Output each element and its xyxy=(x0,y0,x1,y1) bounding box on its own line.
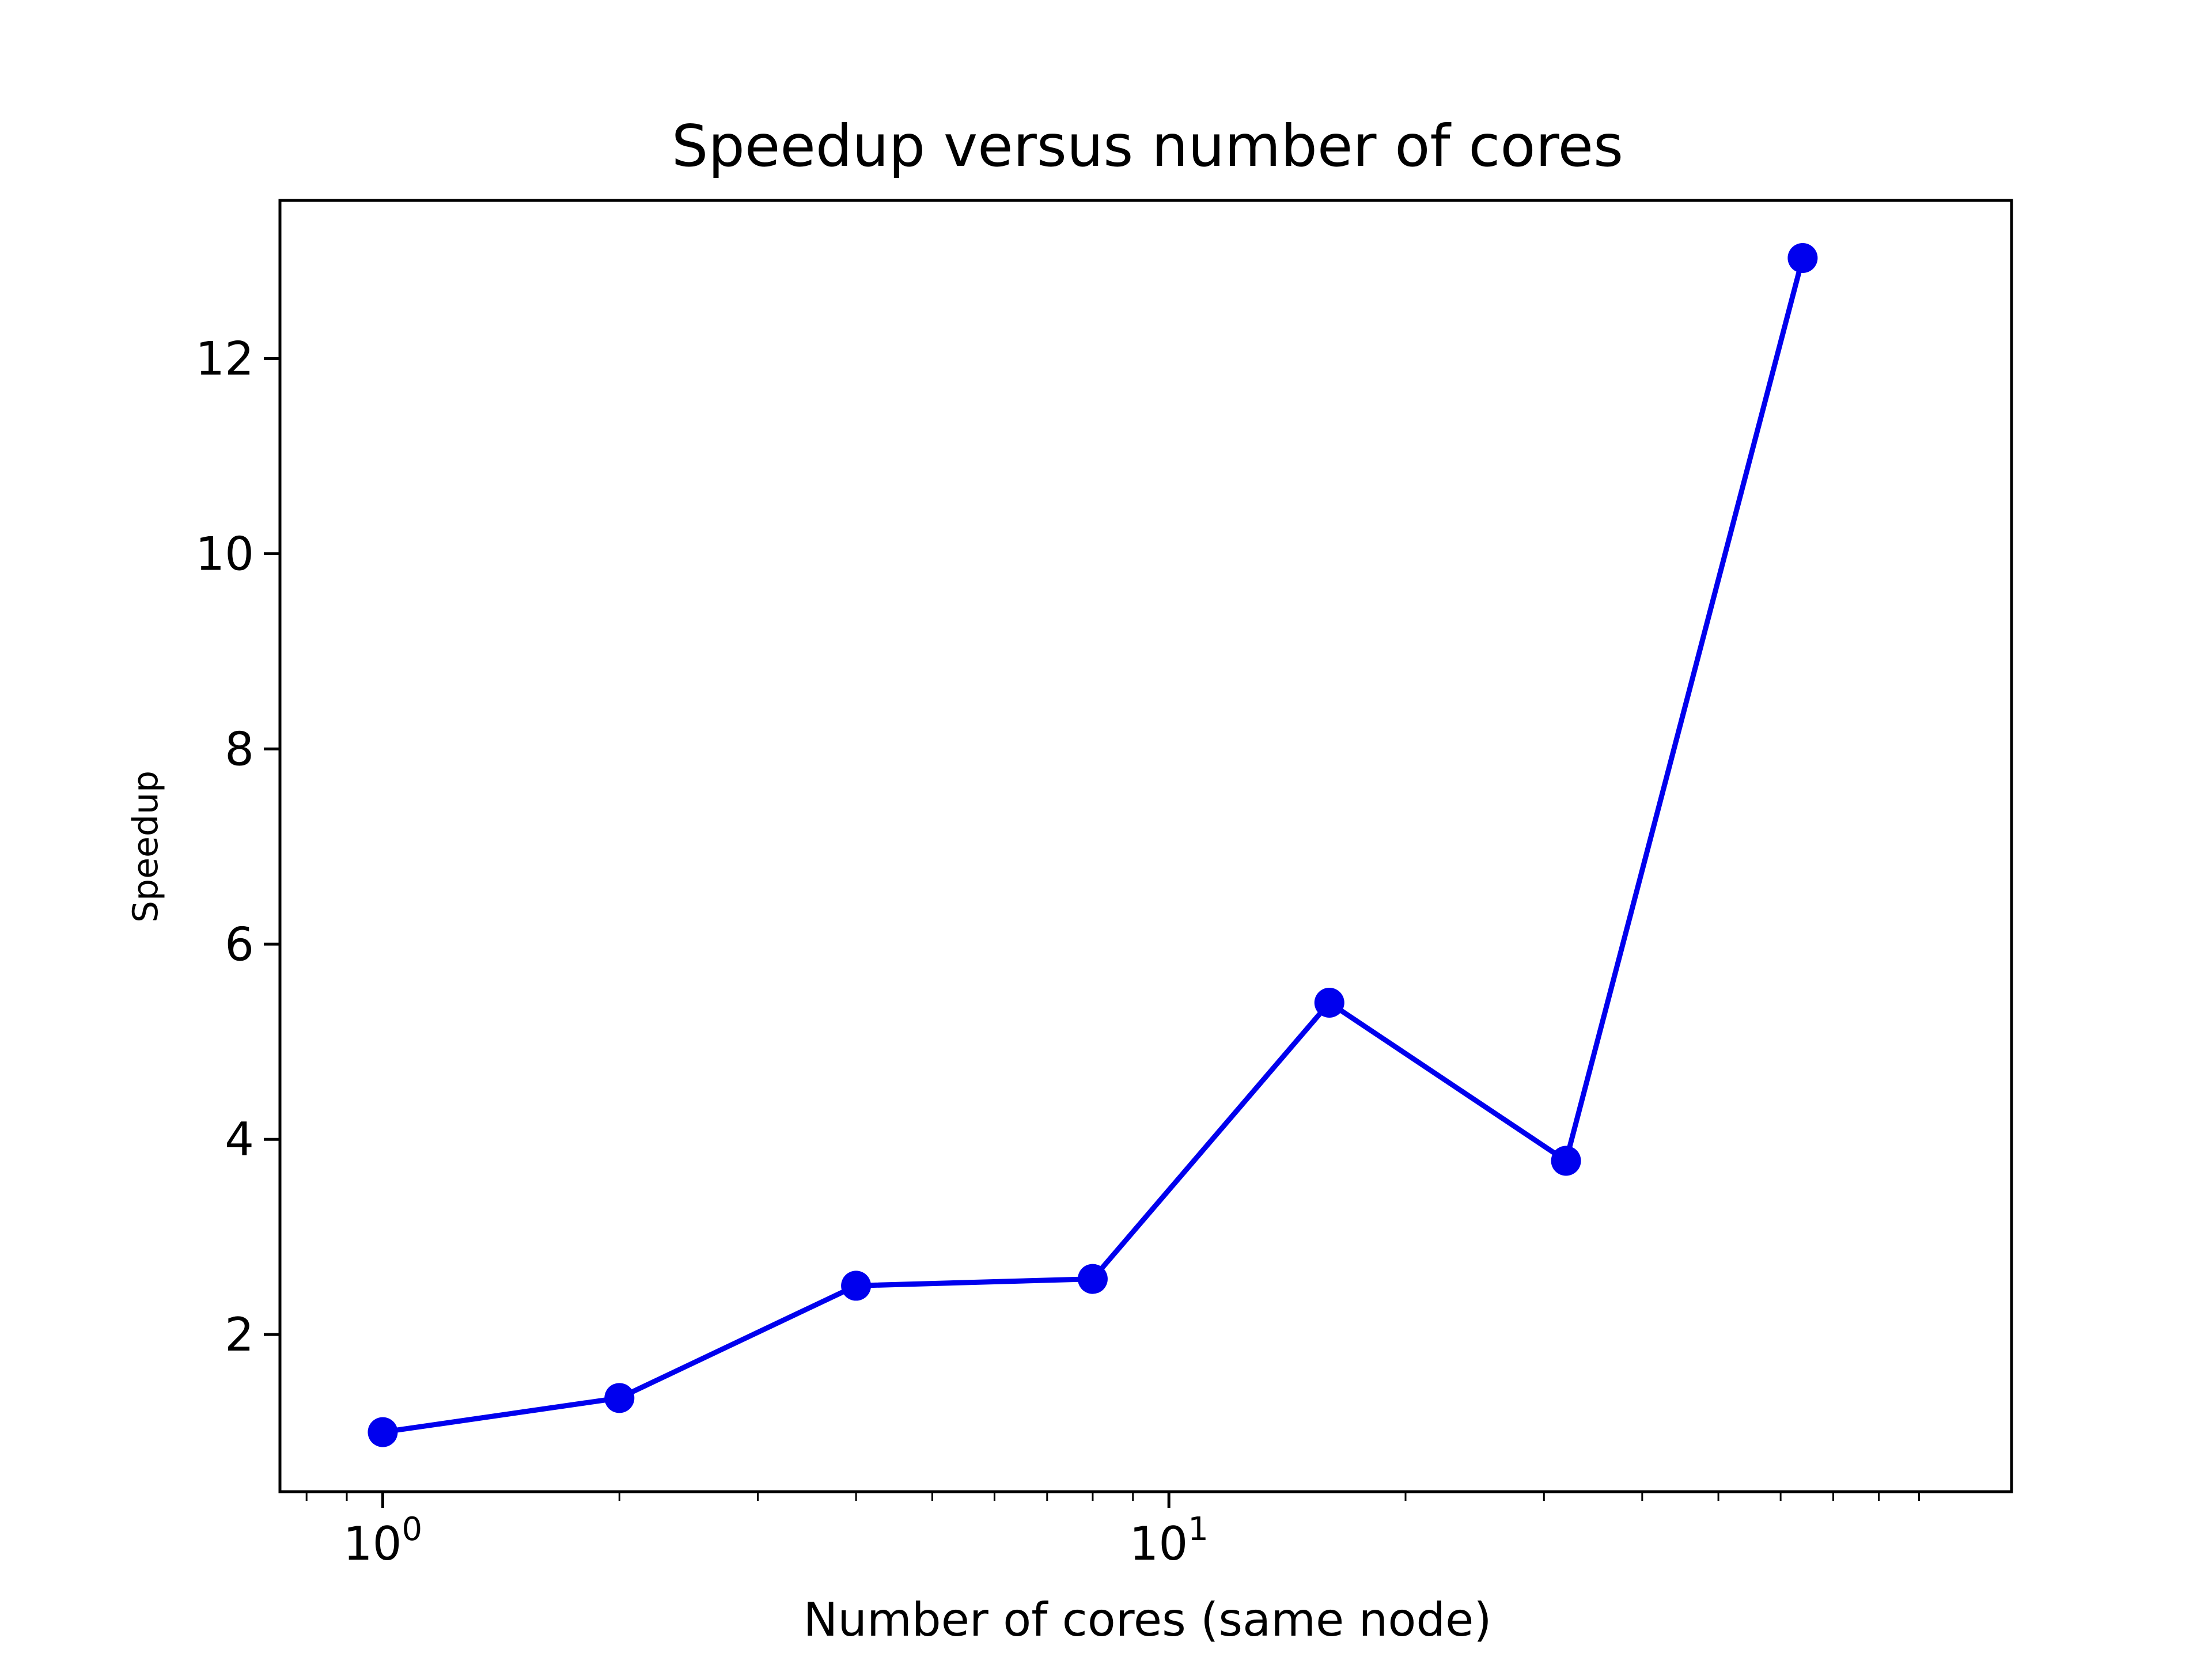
y-tick-label: 2 xyxy=(225,1308,254,1362)
data-point xyxy=(368,1417,398,1447)
data-point xyxy=(841,1271,872,1301)
y-tick-label: 6 xyxy=(225,917,254,971)
y-tick-label: 12 xyxy=(195,332,254,386)
data-point xyxy=(1787,242,1818,273)
x-tick-base: 10 xyxy=(343,1517,402,1571)
y-tick-label: 4 xyxy=(225,1113,254,1166)
data-point xyxy=(604,1383,635,1413)
axes-frame xyxy=(278,199,2013,1493)
x-axis-ticks: 100 101 xyxy=(305,1492,1920,1571)
y-axis-ticks: 2 4 6 8 10 12 xyxy=(195,332,280,1362)
x-tick-exponent: 1 xyxy=(1188,1511,1209,1548)
y-tick-label: 10 xyxy=(195,527,254,581)
x-tick-exponent: 0 xyxy=(402,1511,423,1548)
y-tick-label: 8 xyxy=(225,722,254,776)
data-point xyxy=(1551,1146,1581,1176)
data-point xyxy=(1314,987,1344,1018)
x-axis-label: Number of cores (same node) xyxy=(803,1593,1491,1647)
x-tick-base: 10 xyxy=(1129,1517,1188,1571)
x-tick-label: 100 xyxy=(343,1511,422,1571)
x-tick-label: 101 xyxy=(1129,1511,1208,1571)
chart-title: Speedup versus number of cores xyxy=(672,112,1623,180)
plot-series xyxy=(368,242,1818,1447)
data-point xyxy=(1077,1264,1108,1294)
y-axis-label: Speedup xyxy=(126,771,166,923)
